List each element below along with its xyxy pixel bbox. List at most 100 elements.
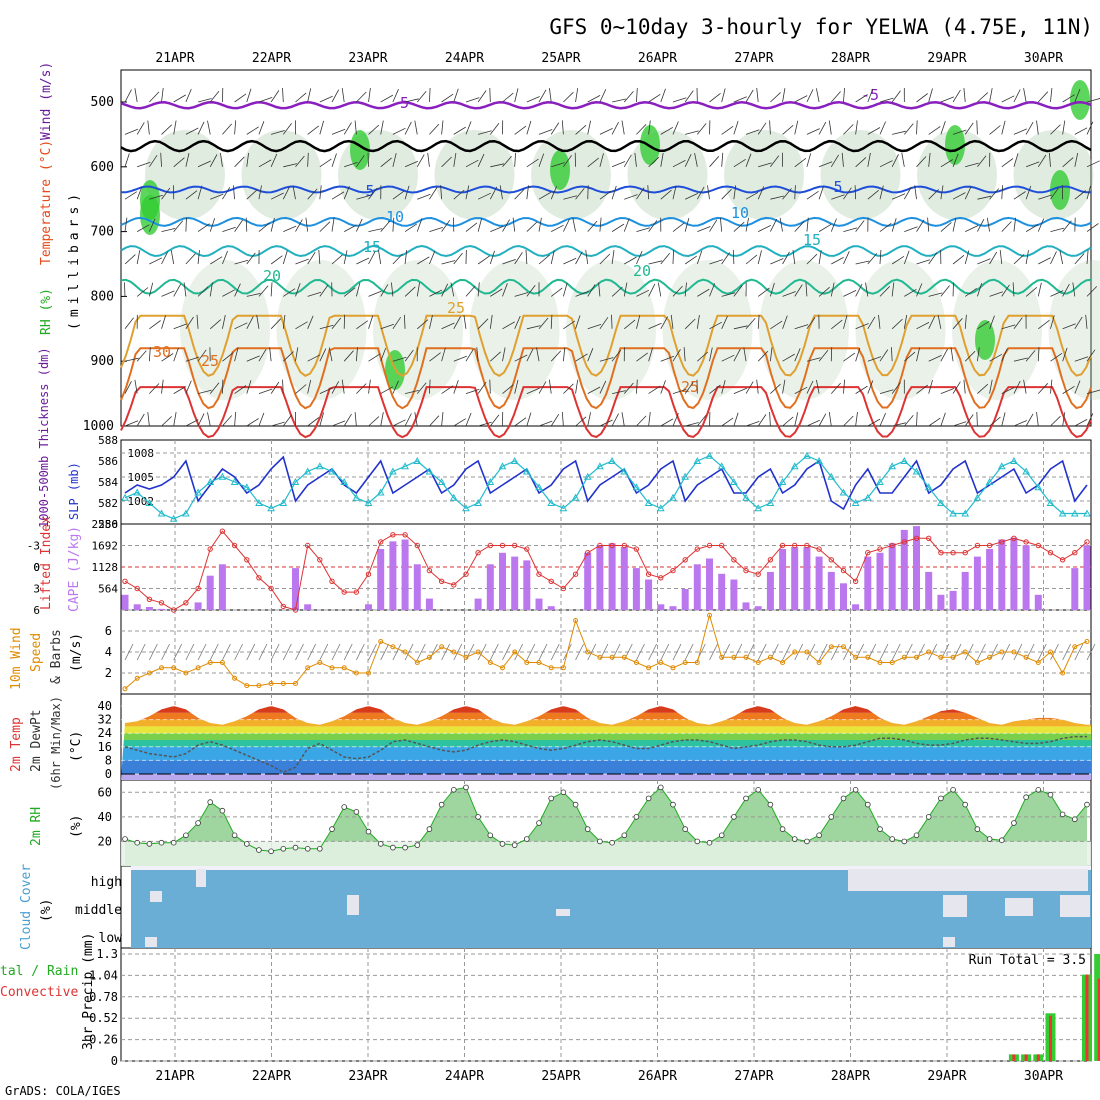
wind-barb — [319, 324, 334, 330]
wind10m-barb — [660, 643, 670, 661]
wind10m-point — [122, 686, 128, 692]
wind-barb — [648, 347, 653, 362]
wind-barb — [757, 122, 767, 135]
wind-barb — [867, 380, 874, 394]
wind-barb — [355, 347, 358, 362]
wind-barb — [502, 347, 506, 362]
wind10m-point — [877, 660, 883, 665]
cloud-gap — [347, 895, 359, 915]
wind-barb — [331, 420, 346, 427]
wind-barb — [440, 185, 443, 200]
wind-barb — [331, 317, 342, 330]
wind-barb — [502, 92, 514, 103]
cape-bar — [596, 545, 604, 610]
wind-barb — [307, 417, 320, 427]
wind-barb — [343, 250, 348, 265]
thickness-point — [255, 498, 263, 506]
cape-bar — [145, 607, 153, 610]
wind-barb — [891, 90, 901, 103]
wind-barb — [891, 255, 905, 265]
wind-barb — [745, 129, 760, 135]
thickness-point — [182, 509, 190, 517]
wind-barb — [976, 411, 978, 427]
wind10m-point — [633, 660, 639, 665]
date-label-top: 27APR — [734, 51, 773, 66]
wind-barb — [1050, 187, 1059, 200]
wind-barb — [307, 152, 309, 167]
isotherm-label: 5 — [365, 182, 374, 200]
thickness-point — [157, 509, 166, 517]
wind-barb — [499, 185, 503, 200]
wind-barb — [246, 189, 258, 200]
wind-barb — [587, 412, 591, 427]
wind-barb — [295, 321, 308, 330]
wind-barb — [319, 95, 333, 103]
wind-barb — [855, 260, 870, 265]
wind-barb — [855, 323, 869, 330]
wind-barb — [977, 347, 980, 362]
wind-barb — [173, 386, 187, 394]
wind-barb — [989, 353, 1002, 362]
wind-barb — [148, 347, 151, 362]
wind-barb — [621, 120, 625, 135]
wind-barb — [843, 87, 845, 103]
slp-tick: 1008 — [128, 447, 155, 460]
wind-barb — [1074, 190, 1087, 200]
wind10m-barb — [745, 643, 755, 661]
wind-barb — [830, 218, 837, 232]
temp-tick: 32 — [98, 713, 112, 727]
wind-barb — [282, 250, 288, 265]
wind-barb — [271, 421, 285, 427]
wind-barb — [147, 412, 150, 427]
wind10m-point — [658, 660, 664, 665]
wind-barb — [234, 411, 237, 427]
rh2m-point — [633, 814, 640, 820]
wind-barb — [806, 217, 809, 232]
wind-barb — [124, 191, 138, 200]
wind10m-point — [219, 660, 225, 665]
wind-barb — [757, 250, 762, 265]
thickness-point — [230, 477, 239, 485]
wind-barb — [660, 189, 672, 200]
wind10m-point — [548, 665, 554, 671]
wind-barb — [341, 88, 345, 103]
rh2m-point — [316, 845, 323, 852]
wind-barb — [1001, 324, 1016, 330]
wind-barb — [904, 226, 918, 232]
cape-bar — [1083, 545, 1091, 610]
wind-barb — [867, 152, 871, 167]
wind-barb — [660, 252, 671, 265]
wind-barb — [1062, 283, 1070, 297]
li-point — [913, 535, 920, 541]
wind-barb — [721, 315, 728, 329]
wind-barb — [927, 217, 930, 232]
wind-barb — [1037, 282, 1042, 297]
wind-barb — [417, 256, 430, 265]
li-point — [329, 578, 335, 584]
li-point — [280, 603, 286, 610]
li-point — [926, 535, 932, 541]
wind-barb — [477, 255, 490, 265]
wind-barb — [246, 126, 259, 135]
rh2m-point — [183, 832, 189, 839]
millibars-label: (millibars) — [67, 189, 82, 330]
wind-barb — [1023, 379, 1027, 394]
wind-barb — [136, 287, 149, 297]
wind-barb — [1036, 120, 1039, 135]
li-point — [731, 557, 737, 563]
wind-barb — [964, 250, 970, 265]
wind-barb — [1025, 350, 1036, 362]
wind10m-barb — [307, 643, 317, 661]
wind10m-point — [536, 660, 542, 665]
wind-barb — [816, 88, 820, 103]
thickness-point — [997, 462, 1006, 470]
wind-barb — [879, 389, 894, 394]
wind-barb — [538, 217, 542, 232]
wind-barb — [453, 152, 457, 167]
li-point — [658, 575, 664, 581]
wind-barb — [536, 347, 540, 362]
cloud-gap — [943, 895, 967, 917]
wind-barb — [709, 156, 720, 168]
wind-barb — [134, 379, 138, 394]
wind-barb — [977, 282, 983, 297]
